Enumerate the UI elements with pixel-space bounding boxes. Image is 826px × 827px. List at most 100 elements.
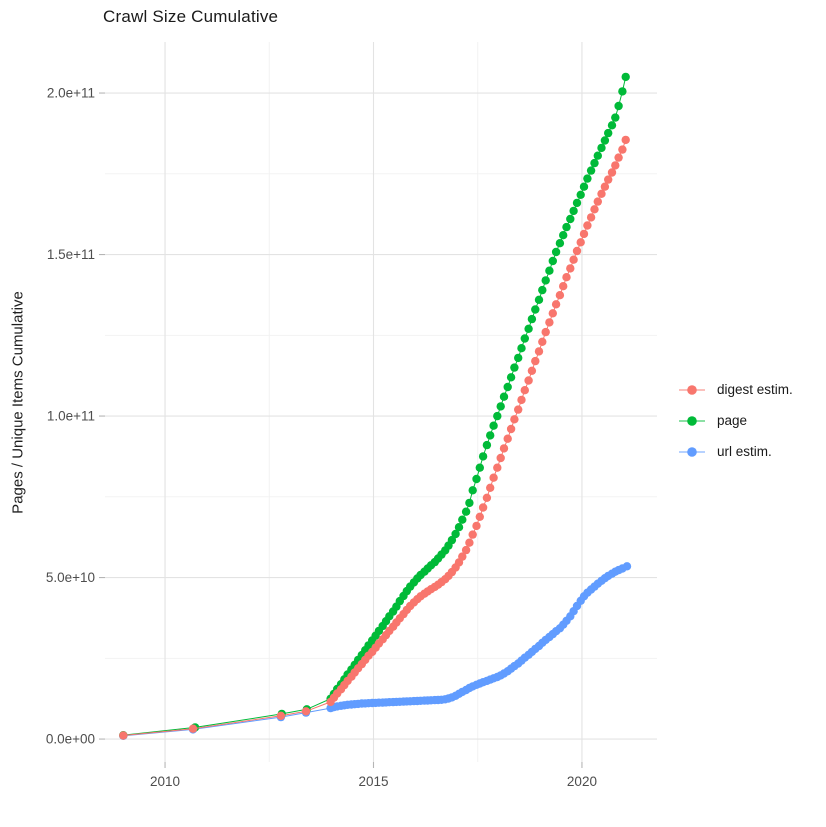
data-point [276, 711, 286, 720]
data-point [572, 246, 582, 256]
data-point [188, 724, 198, 733]
data-point [517, 395, 526, 405]
data-point [614, 153, 623, 162]
data-point [576, 190, 585, 199]
data-point [506, 424, 516, 434]
data-point [461, 507, 471, 516]
data-point [559, 282, 568, 291]
data-point [534, 295, 544, 304]
data-point [621, 72, 630, 82]
series-url-estim- [119, 562, 632, 740]
data-point [514, 405, 523, 414]
data-point [517, 344, 526, 353]
data-point [597, 143, 606, 153]
data-point [622, 562, 632, 571]
data-point [583, 221, 592, 230]
y-tick-label: 1.0e+11 [47, 409, 95, 424]
data-point [489, 473, 498, 482]
data-point [503, 434, 512, 443]
data-point [541, 276, 550, 285]
legend-item: page [678, 410, 793, 431]
data-point [538, 337, 547, 346]
data-point [618, 145, 627, 154]
grid-minor [105, 42, 657, 762]
data-point [590, 205, 599, 214]
data-point [600, 136, 610, 145]
legend-key-icon [679, 384, 705, 395]
data-point [607, 121, 617, 130]
data-point [593, 197, 602, 206]
data-point [555, 239, 565, 248]
legend-item: url estim. [678, 441, 793, 462]
data-point [520, 334, 529, 343]
data-point [461, 545, 471, 555]
data-point [551, 300, 561, 309]
legend-label: url estim. [717, 444, 772, 459]
data-point [493, 411, 502, 421]
y-axis-title: Pages / Unique Items Cumulative [9, 291, 27, 514]
data-point [611, 113, 620, 122]
chart-title: Crawl Size Cumulative [103, 7, 279, 26]
data-point [559, 231, 568, 240]
data-point [579, 229, 589, 239]
data-point [555, 291, 565, 300]
data-point [482, 440, 492, 450]
data-point [489, 421, 498, 430]
data-point [496, 453, 505, 463]
legend-item: digest estim. [678, 379, 793, 400]
legend-label: page [717, 413, 748, 428]
data-point [458, 552, 467, 561]
data-point [572, 198, 582, 208]
data-point [590, 158, 599, 168]
legend-key-icon [679, 446, 705, 457]
data-point [618, 87, 627, 96]
data-point [458, 515, 467, 524]
data-point [600, 182, 610, 191]
x-tick-label: 2010 [150, 774, 180, 789]
data-point [478, 503, 488, 512]
legend-label: digest estim. [717, 382, 793, 397]
data-point [576, 238, 585, 247]
data-point [451, 529, 460, 539]
data-point [562, 273, 571, 282]
data-point [524, 376, 533, 385]
data-point [611, 161, 620, 170]
data-point [475, 463, 484, 472]
data-point [465, 538, 474, 547]
data-point [447, 535, 457, 545]
data-point [614, 101, 623, 111]
legend: digest estim. page url estim. [678, 379, 793, 462]
data-point [475, 512, 484, 521]
data-point [569, 255, 578, 264]
data-point [486, 483, 495, 492]
data-point [468, 486, 477, 495]
data-point [604, 175, 613, 184]
data-point [472, 474, 481, 484]
data-point [482, 493, 492, 502]
data-point [569, 206, 578, 216]
data-point [566, 214, 575, 224]
data-point [520, 386, 529, 395]
data-point [548, 309, 557, 318]
data-point [531, 356, 540, 366]
data-point [604, 128, 613, 138]
data-point [579, 182, 589, 191]
data-point [506, 373, 516, 382]
series-page [119, 72, 630, 740]
data-point [472, 521, 481, 531]
data-point [503, 382, 512, 392]
grid-major [99, 42, 657, 768]
x-tick-label: 2015 [358, 774, 388, 789]
data-point [493, 463, 502, 472]
y-tick-label: 2.0e+11 [47, 86, 95, 101]
y-tick-label: 5.0e+10 [46, 570, 95, 585]
data-point [499, 444, 509, 453]
data-point [551, 247, 561, 257]
data-point [527, 314, 537, 324]
data-point [531, 305, 540, 314]
data-point [468, 530, 477, 539]
y-tick-label: 1.5e+11 [47, 247, 95, 262]
x-tick-label: 2020 [567, 774, 597, 789]
data-point [465, 498, 474, 508]
